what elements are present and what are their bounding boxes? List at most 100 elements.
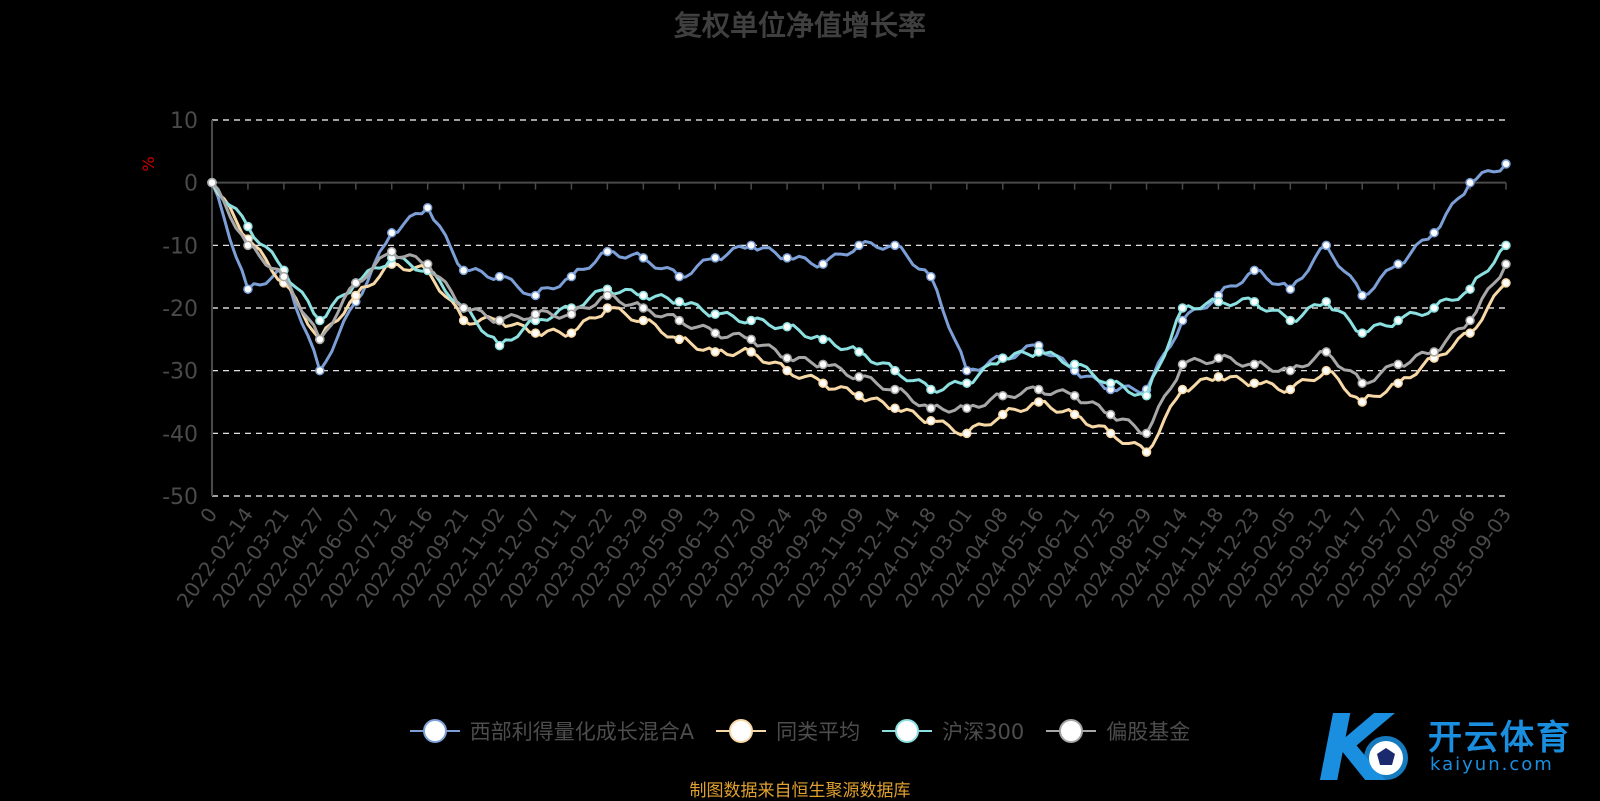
data-point [818, 378, 828, 388]
data-point [854, 347, 864, 357]
data-point [1177, 359, 1188, 370]
y-tick-label: -30 [162, 360, 198, 385]
data-point [1105, 378, 1116, 388]
data-point [1501, 240, 1511, 251]
legend-swatch [716, 719, 767, 743]
legend-swatch [1046, 719, 1097, 743]
data-point [1177, 384, 1188, 395]
data-point [530, 309, 541, 320]
data-point [1213, 353, 1224, 363]
y-tick-label: -40 [162, 422, 198, 447]
data-point [854, 390, 864, 401]
watermark-url: kaiyun.com [1430, 754, 1554, 775]
watermark-logo: K 开云体育 kaiyun.com [1316, 695, 1592, 801]
data-point [1357, 328, 1367, 338]
data-point [998, 353, 1008, 363]
data-point [854, 372, 864, 382]
data-point [1033, 347, 1044, 357]
data-point [1357, 397, 1367, 407]
data-point [279, 271, 289, 282]
y-axis-label: % [139, 156, 158, 171]
data-point [1141, 390, 1152, 401]
data-point [566, 309, 577, 320]
legend-item[interactable]: 沪深300 [882, 716, 1024, 746]
data-point [782, 322, 792, 332]
legend: 西部利得量化成长混合A 同类平均 沪深300 偏股基金 [0, 716, 1600, 746]
legend-item[interactable]: 西部利得量化成长混合A [409, 716, 695, 746]
data-point [674, 334, 685, 345]
data-point [1393, 315, 1403, 326]
data-point [458, 303, 469, 313]
data-point [566, 271, 577, 282]
data-point [1105, 409, 1116, 420]
data-point [1069, 409, 1080, 420]
data-point [1177, 315, 1188, 326]
data-point [782, 253, 792, 263]
data-point [207, 177, 217, 188]
series-3 [207, 177, 1511, 439]
data-point [458, 315, 469, 326]
data-point [926, 416, 936, 426]
data-point [1141, 447, 1152, 457]
kaiyun-logo-icon: K [1318, 695, 1408, 801]
data-point [746, 334, 756, 345]
data-point [566, 328, 577, 338]
data-point [1393, 259, 1403, 269]
data-point [710, 309, 720, 320]
data-point [1321, 296, 1332, 307]
data-point [638, 315, 649, 326]
source-note: 制图数据来自恒生聚源数据库 [689, 781, 911, 801]
data-point [962, 365, 972, 376]
legend-item[interactable]: 同类平均 [716, 716, 860, 746]
data-point [962, 403, 972, 414]
data-point [1033, 397, 1044, 407]
legend-label: 西部利得量化成长混合A [469, 720, 695, 744]
data-point [1249, 359, 1260, 370]
data-point [243, 221, 253, 232]
data-point [674, 271, 685, 282]
data-point [926, 384, 936, 395]
data-point [1465, 284, 1475, 294]
data-point [746, 240, 756, 251]
data-point [1429, 228, 1439, 238]
data-point [386, 246, 397, 257]
data-point [890, 240, 900, 251]
data-point [818, 259, 828, 269]
data-point [962, 428, 972, 439]
data-point [1501, 278, 1511, 288]
data-point [1285, 315, 1296, 326]
data-point [854, 240, 864, 251]
data-point [1105, 428, 1116, 439]
data-point [638, 253, 649, 263]
data-point [746, 347, 756, 357]
watermark-name: 开云体育 [1428, 718, 1572, 758]
data-point [1501, 159, 1511, 169]
y-tick-label: 0 [184, 172, 198, 197]
data-point [1465, 177, 1475, 188]
data-point [818, 359, 828, 370]
data-point [962, 378, 972, 388]
data-point [602, 290, 613, 301]
legend-item[interactable]: 偏股基金 [1046, 716, 1190, 746]
data-point [602, 303, 613, 313]
data-point [530, 290, 541, 301]
data-point [1285, 365, 1296, 376]
data-point [890, 365, 900, 376]
data-point [1213, 296, 1224, 307]
data-point [494, 340, 505, 351]
data-point [530, 328, 541, 338]
data-point [1249, 296, 1260, 307]
data-point [926, 403, 936, 414]
data-point [782, 353, 792, 363]
data-point [890, 403, 900, 414]
data-point [1465, 328, 1475, 338]
data-point [638, 290, 649, 301]
legend-swatch [409, 719, 460, 743]
data-point [1393, 359, 1403, 370]
data-point [243, 284, 253, 294]
data-point [926, 271, 936, 282]
data-point [998, 409, 1008, 420]
y-tick-label: -50 [162, 485, 198, 510]
y-tick-label: -10 [162, 234, 198, 259]
